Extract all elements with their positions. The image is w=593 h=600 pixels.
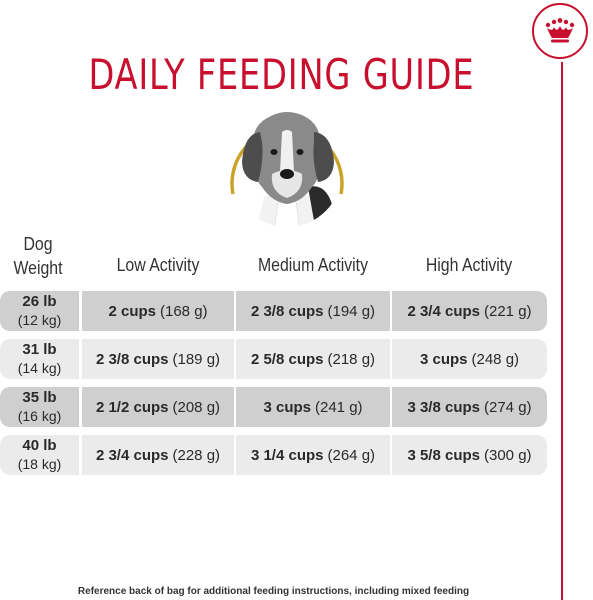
cups-value: 3 1/4 cups	[250, 446, 324, 464]
weight-kg: (14 kg)	[17, 360, 62, 376]
cups-value: 3 3/8 cups	[407, 398, 480, 416]
table-row: 31 lb (14 kg) 2 3/8 cups (189 g) 2 5/8 cu…	[0, 339, 547, 379]
grams-value: (264 g)	[327, 446, 376, 464]
cups-value: 2 3/4 cups	[95, 446, 169, 464]
brand-divider-line	[561, 62, 563, 600]
header-medium-activity: Medium Activity	[257, 255, 369, 275]
cups-value: 2 cups	[108, 302, 156, 320]
dog-photo	[216, 102, 364, 232]
medium-activity-cell: 3 cups (241 g)	[236, 387, 390, 427]
header-weight-line1: Dog	[23, 234, 53, 254]
weight-cell: 31 lb (14 kg)	[0, 339, 79, 379]
cups-value: 3 5/8 cups	[407, 446, 480, 464]
grams-value: (300 g)	[484, 446, 532, 464]
table-row: 40 lb (18 kg) 2 3/4 cups (228 g) 3 1/4 cu…	[0, 435, 547, 475]
crown-icon	[545, 18, 575, 43]
weight-cell: 35 lb (16 kg)	[0, 387, 79, 427]
medium-activity-cell: 3 1/4 cups (264 g)	[236, 435, 390, 475]
weight-cell: 26 lb (12 kg)	[0, 291, 79, 331]
grams-value: (168 g)	[160, 302, 208, 320]
weight-lb: 40 lb	[22, 437, 57, 454]
weight-cell: 40 lb (18 kg)	[0, 435, 79, 475]
beagle-dog-icon	[230, 112, 344, 227]
weight-lb: 26 lb	[22, 293, 57, 310]
grams-value: (194 g)	[327, 302, 376, 320]
cups-value: 3 cups	[419, 350, 468, 368]
cups-value: 3 cups	[263, 398, 311, 416]
table-row: 35 lb (16 kg) 2 1/2 cups (208 g) 3 cups (2…	[0, 387, 547, 427]
high-activity-cell: 2 3/4 cups (221 g)	[392, 291, 547, 331]
weight-lb: 31 lb	[22, 341, 57, 358]
low-activity-cell: 2 cups (168 g)	[82, 291, 234, 331]
cups-value: 2 3/8 cups	[95, 350, 169, 368]
low-activity-cell: 2 1/2 cups (208 g)	[82, 387, 234, 427]
cups-value: 2 3/8 cups	[250, 302, 324, 320]
grams-value: (228 g)	[172, 446, 221, 464]
low-activity-cell: 2 3/8 cups (189 g)	[82, 339, 234, 379]
medium-activity-cell: 2 3/8 cups (194 g)	[236, 291, 390, 331]
table-row: 26 lb (12 kg) 2 cups (168 g) 2 3/8 cups (1…	[0, 291, 547, 331]
high-activity-cell: 3 5/8 cups (300 g)	[392, 435, 547, 475]
cups-value: 2 5/8 cups	[250, 350, 324, 368]
cups-value: 2 3/4 cups	[407, 302, 480, 320]
high-activity-cell: 3 cups (248 g)	[392, 339, 547, 379]
cups-value: 2 1/2 cups	[95, 398, 169, 416]
grams-value: (218 g)	[327, 350, 376, 368]
weight-lb: 35 lb	[22, 389, 57, 406]
grams-value: (208 g)	[172, 398, 221, 416]
high-activity-cell: 3 3/8 cups (274 g)	[392, 387, 547, 427]
footnote: Reference back of bag for additional fee…	[77, 586, 470, 597]
header-high-activity: High Activity	[425, 255, 513, 275]
grams-value: (248 g)	[471, 350, 520, 368]
brand-logo	[532, 3, 588, 59]
header-low-activity: Low Activity	[116, 255, 200, 275]
low-activity-cell: 2 3/4 cups (228 g)	[82, 435, 234, 475]
grams-value: (241 g)	[315, 398, 363, 416]
grams-value: (274 g)	[484, 398, 532, 416]
page-title: DAILY FEEDING GUIDE	[88, 50, 475, 100]
grams-value: (189 g)	[172, 350, 221, 368]
header-dog-weight: Dog Weight	[12, 232, 65, 280]
weight-kg: (16 kg)	[17, 408, 62, 424]
weight-kg: (18 kg)	[17, 456, 62, 472]
weight-kg: (12 kg)	[17, 312, 62, 328]
grams-value: (221 g)	[484, 302, 532, 320]
medium-activity-cell: 2 5/8 cups (218 g)	[236, 339, 390, 379]
header-weight-line2: Weight	[13, 258, 63, 278]
